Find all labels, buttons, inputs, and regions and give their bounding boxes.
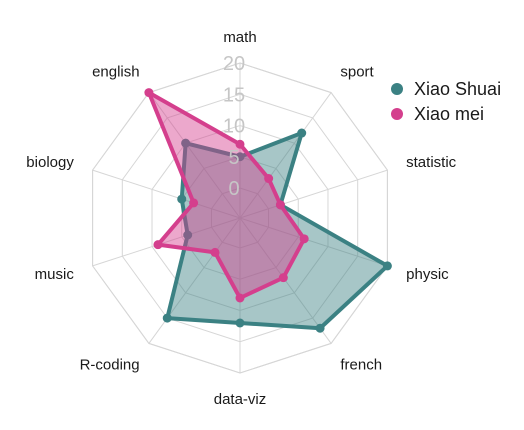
data-point-xiao-shuai [235, 152, 245, 162]
legend-marker [391, 83, 403, 95]
axis-label: english [92, 64, 140, 81]
tick-label: 0 [228, 178, 239, 200]
data-point-xiao-shuai [315, 323, 325, 333]
grid-spoke [239, 169, 388, 219]
data-point-xiao-mei [299, 234, 309, 244]
grid-spoke [92, 169, 241, 219]
legend-label: Xiao Shuai [414, 79, 501, 99]
series-layer [144, 88, 392, 333]
axis-label: R-coding [80, 356, 140, 373]
data-point-xiao-mei [275, 200, 285, 210]
grid [92, 62, 388, 374]
data-point-xiao-shuai [177, 194, 187, 204]
tick-label: 5 [228, 147, 239, 169]
tick-label: 15 [223, 84, 245, 106]
axis-label: sport [340, 64, 374, 81]
data-point-xiao-shuai [297, 128, 307, 138]
data-point-xiao-mei [144, 88, 154, 98]
grid-spoke [148, 217, 241, 344]
grid-spoke [239, 92, 332, 219]
data-point-xiao-mei [264, 174, 274, 184]
tick-label: 20 [223, 53, 245, 75]
data-point-xiao-mei [153, 240, 163, 250]
radial-ticks: 0 5 10 15 20 [223, 53, 245, 200]
axis-labels: math sport statistic physic french data-viz R-… [26, 29, 456, 408]
data-point-xiao-mei [189, 198, 199, 208]
data-point-xiao-mei [235, 293, 245, 303]
data-point-xiao-shuai [181, 138, 191, 148]
data-point-xiao-mei [210, 247, 220, 257]
data-point-xiao-shuai [183, 230, 193, 240]
axis-label: biology [26, 154, 74, 171]
axis-label: math [223, 29, 256, 46]
axis-label: french [340, 356, 382, 373]
tick-label: 10 [223, 116, 245, 138]
data-point-xiao-mei [235, 139, 245, 149]
grid-spoke [239, 217, 388, 267]
data-point-xiao-mei [278, 273, 288, 283]
grid-spoke [148, 92, 241, 219]
axis-label: physic [406, 266, 449, 283]
axis-label: data-viz [214, 391, 267, 408]
axis-label: music [35, 266, 75, 283]
legend-marker [391, 108, 403, 120]
axis-label: statistic [406, 154, 457, 171]
data-point-xiao-shuai [382, 261, 392, 271]
data-point-xiao-shuai [235, 318, 245, 328]
data-point-xiao-shuai [162, 313, 172, 323]
grid-spoke [92, 217, 241, 267]
legend-label: Xiao mei [414, 104, 484, 124]
legend: Xiao Shuai Xiao mei [391, 79, 501, 124]
